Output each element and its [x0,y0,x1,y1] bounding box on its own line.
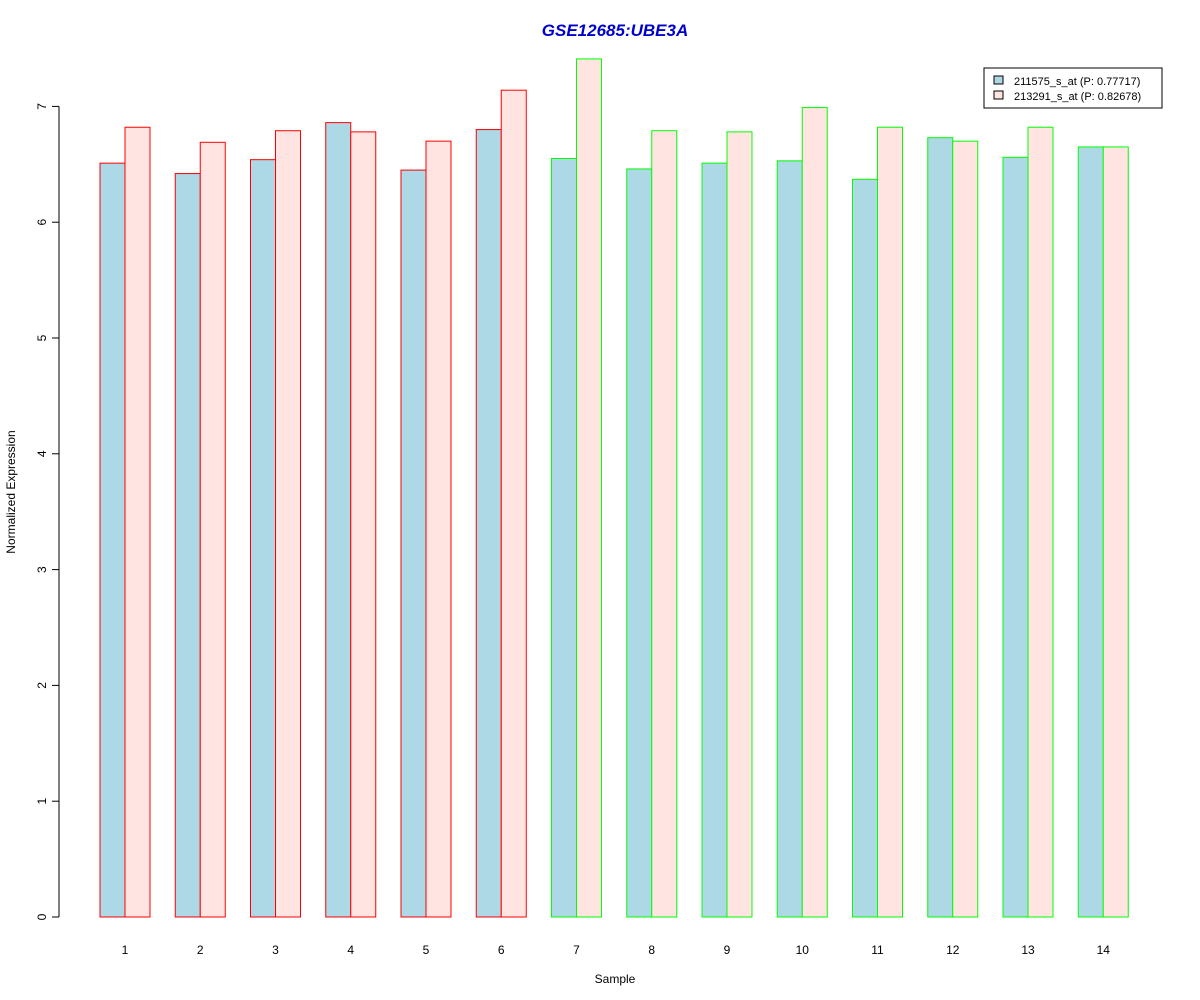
bar [425,140,452,918]
y-tick-label: 0 [35,913,49,920]
y-tick-label: 2 [35,682,49,689]
bar [174,173,201,918]
bar [551,158,577,918]
bar [99,162,126,918]
legend-label: 213291_s_at (P: 0.82678) [1014,91,1141,103]
x-tick-label: 3 [272,943,279,957]
legend-swatch [993,90,1004,100]
legend-label: 211575_s_at (P: 0.77717) [1014,76,1140,88]
x-tick-label: 10 [796,943,810,957]
y-axis-label: Normalized Expression [4,430,18,553]
x-tick-label: 4 [347,943,354,957]
x-tick-label: 11 [871,943,884,957]
x-tick-label: 14 [1097,943,1111,957]
bar [626,168,653,918]
y-tick-label: 5 [35,334,49,341]
x-tick-labels: 1 2 3 4 5 6 7 8 9 10 11 12 13 14 [122,943,1111,957]
x-tick-label: 8 [648,943,655,957]
x-tick-label: 2 [197,943,204,957]
bar [1027,126,1054,918]
bar [325,122,352,918]
y-axis: 0 1 2 3 4 5 6 7 [35,103,60,920]
bar [726,131,753,918]
bar [877,126,903,918]
x-tick-label: 6 [498,943,505,957]
bar [1102,146,1129,918]
x-tick-label: 13 [1021,943,1035,957]
bar [576,58,602,918]
bar [500,89,527,918]
legend-box [983,67,1163,109]
bar [400,169,427,918]
bar [801,107,828,918]
bar [350,131,377,918]
bars [99,58,1129,918]
y-tick-label: 7 [35,103,49,110]
bar [199,141,226,918]
y-tick-label: 6 [35,219,49,226]
x-tick-label: 9 [724,943,731,957]
y-tick-label: 1 [35,798,49,805]
bar [776,160,803,918]
bar [651,130,678,918]
x-tick-label: 7 [573,943,580,957]
y-tick-label: 4 [35,450,49,457]
x-tick-label: 5 [423,943,430,957]
bar [1077,146,1104,918]
bar [852,178,878,918]
x-tick-label: 1 [122,943,129,957]
bar [250,159,276,918]
bar [701,162,728,918]
x-tick-label: 12 [946,943,960,957]
bar [275,130,301,918]
bar [952,140,979,918]
bar [1002,156,1029,918]
legend: 211575_s_at (P: 0.77717) 213291_s_at (P:… [983,67,1163,109]
bar [927,137,954,918]
x-axis-label: Sample [595,972,636,986]
bar [124,126,151,918]
y-tick-label: 3 [35,566,49,573]
bar [475,129,502,918]
legend-swatch [993,75,1004,85]
chart-title: GSE12685:UBE3A [542,21,688,40]
